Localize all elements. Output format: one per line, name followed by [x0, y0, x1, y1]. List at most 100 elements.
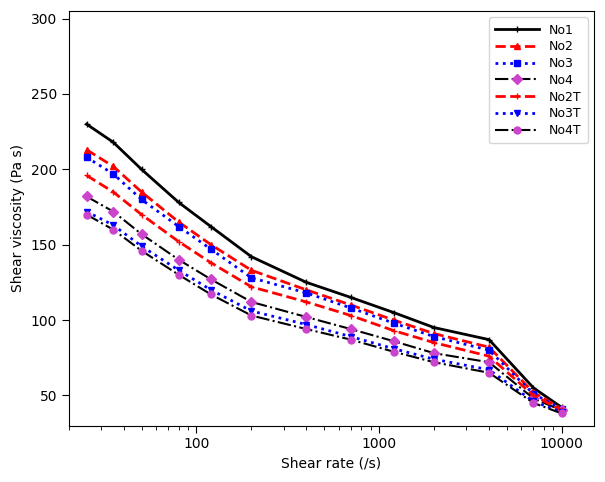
- No4T: [110, 227, 117, 232]
- No3T: [208, 287, 215, 293]
- Y-axis label: Shear viscosity (Pa s): Shear viscosity (Pa s): [11, 144, 25, 292]
- Line: No4: No4: [83, 193, 565, 414]
- No4: [430, 350, 437, 356]
- No4: [390, 338, 397, 344]
- No1: [83, 121, 90, 127]
- Line: No4T: No4T: [83, 211, 565, 417]
- No3T: [110, 222, 117, 228]
- No2: [347, 302, 355, 308]
- No3: [430, 334, 437, 339]
- No2: [390, 317, 397, 323]
- No4: [248, 299, 255, 305]
- No3T: [485, 367, 492, 373]
- No2T: [208, 260, 215, 266]
- No2T: [430, 340, 437, 346]
- No4T: [390, 349, 397, 355]
- No1: [347, 295, 355, 300]
- No2T: [175, 239, 183, 244]
- No2T: [530, 392, 537, 398]
- No3T: [558, 409, 565, 415]
- No2: [248, 268, 255, 273]
- No3: [208, 246, 215, 252]
- No2: [83, 147, 90, 153]
- No2T: [390, 328, 397, 334]
- No4: [485, 360, 492, 365]
- No4T: [347, 337, 355, 343]
- Line: No2: No2: [83, 146, 565, 413]
- No4T: [138, 248, 145, 254]
- No2: [175, 219, 183, 225]
- No1: [430, 325, 437, 331]
- Line: No3: No3: [83, 154, 565, 413]
- No3T: [83, 209, 90, 214]
- No2T: [83, 173, 90, 178]
- No3: [558, 406, 565, 412]
- No4T: [303, 326, 310, 332]
- No4: [175, 257, 183, 263]
- No1: [248, 254, 255, 260]
- Line: No3T: No3T: [83, 208, 565, 415]
- No3T: [248, 308, 255, 314]
- No4T: [430, 360, 437, 365]
- No2T: [558, 408, 565, 414]
- No4: [558, 408, 565, 414]
- No2T: [110, 189, 117, 195]
- No4T: [175, 272, 183, 278]
- No3T: [303, 321, 310, 327]
- No3T: [390, 346, 397, 351]
- No3T: [347, 334, 355, 339]
- No3T: [175, 268, 183, 273]
- No3T: [430, 356, 437, 362]
- No2: [558, 406, 565, 412]
- No2: [110, 163, 117, 169]
- No2T: [485, 353, 492, 359]
- No3: [175, 224, 183, 229]
- No4: [138, 231, 145, 237]
- No2T: [303, 299, 310, 305]
- X-axis label: Shear rate (/s): Shear rate (/s): [281, 457, 381, 471]
- No3: [248, 275, 255, 281]
- No3: [303, 290, 310, 296]
- No4T: [83, 212, 90, 217]
- No1: [208, 224, 215, 229]
- No2: [530, 389, 537, 395]
- No3: [390, 320, 397, 326]
- No4T: [248, 313, 255, 319]
- No4T: [485, 370, 492, 375]
- No4T: [530, 400, 537, 406]
- No1: [390, 309, 397, 315]
- No1: [558, 404, 565, 410]
- No2T: [248, 284, 255, 290]
- Line: No2T: No2T: [83, 172, 565, 414]
- No4: [110, 209, 117, 214]
- No4: [208, 277, 215, 282]
- No3T: [138, 243, 145, 249]
- No4T: [208, 292, 215, 297]
- No3: [347, 305, 355, 311]
- No4T: [558, 411, 565, 416]
- No1: [110, 139, 117, 145]
- No1: [485, 337, 492, 343]
- Legend: No1, No2, No3, No4, No2T, No3T, No4T: No1, No2, No3, No4, No2T, No3T, No4T: [489, 17, 587, 143]
- No2: [208, 242, 215, 248]
- No3: [110, 171, 117, 177]
- No4: [83, 194, 90, 200]
- No2: [138, 189, 145, 195]
- No1: [175, 200, 183, 205]
- No1: [138, 166, 145, 172]
- No2T: [138, 212, 145, 217]
- No1: [530, 385, 537, 391]
- No2: [430, 331, 437, 336]
- No1: [303, 280, 310, 285]
- No2: [485, 344, 492, 350]
- No3T: [530, 399, 537, 404]
- No2: [303, 287, 310, 293]
- No4: [303, 314, 310, 320]
- Line: No1: No1: [83, 120, 565, 411]
- No3: [485, 348, 492, 353]
- No4: [530, 396, 537, 402]
- No4: [347, 326, 355, 332]
- No3: [530, 391, 537, 397]
- No2T: [347, 313, 355, 319]
- No3: [83, 154, 90, 160]
